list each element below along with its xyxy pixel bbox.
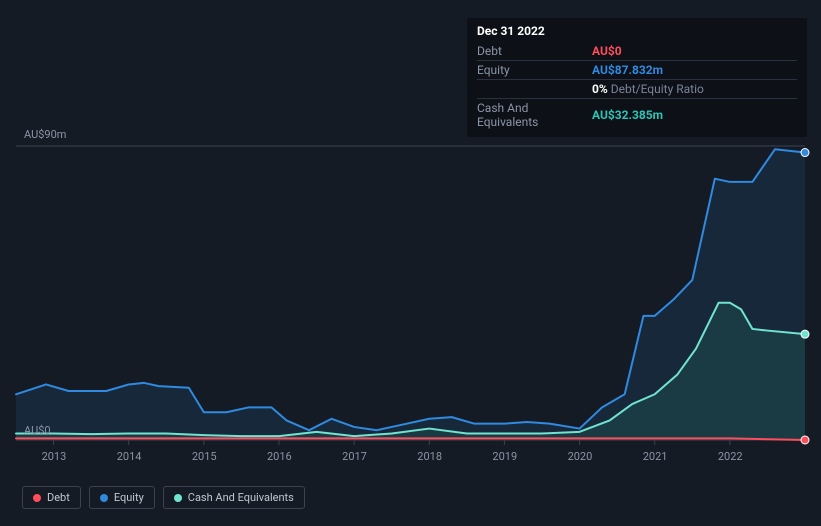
tooltip-row: 0% Debt/Equity Ratio — [477, 80, 797, 99]
legend-item-label: Debt — [47, 491, 70, 504]
legend-item-label: Equity — [114, 491, 144, 504]
legend-dot-icon — [33, 494, 41, 502]
x-axis-year-label: 2018 — [417, 450, 442, 463]
x-axis-year-label: 2013 — [42, 450, 67, 463]
chart-tooltip: Dec 31 2022 DebtAU$0EquityAU$87.832m0% D… — [467, 18, 807, 137]
legend-item-debt[interactable]: Debt — [22, 486, 81, 509]
tooltip-row-value: 0% Debt/Equity Ratio — [592, 80, 797, 99]
chart-legend: Debt Equity Cash And Equivalents — [22, 486, 305, 509]
x-axis-year-label: 2020 — [568, 450, 593, 463]
x-axis-year-label: 2017 — [342, 450, 367, 463]
tooltip-row-value: AU$87.832m — [592, 61, 797, 80]
tooltip-row: DebtAU$0 — [477, 42, 797, 61]
x-axis-year-label: 2021 — [643, 450, 668, 463]
legend-dot-icon — [100, 494, 108, 502]
x-axis-year-label: 2014 — [117, 450, 142, 463]
x-axis-year-label: 2022 — [718, 450, 743, 463]
tooltip-row-label: Cash And Equivalents — [477, 99, 592, 132]
tooltip-date: Dec 31 2022 — [477, 24, 797, 38]
tooltip-row-value: AU$32.385m — [592, 99, 797, 132]
y-axis-top-label: AU$90m — [24, 128, 66, 141]
x-axis-year-label: 2019 — [492, 450, 517, 463]
tooltip-row-value: AU$0 — [592, 42, 797, 61]
tooltip-row: EquityAU$87.832m — [477, 61, 797, 80]
tooltip-row-label — [477, 80, 592, 99]
x-axis-year-label: 2015 — [192, 450, 217, 463]
tooltip-row-label: Equity — [477, 61, 592, 80]
legend-item-cash-and-equivalents[interactable]: Cash And Equivalents — [163, 486, 305, 509]
tooltip-row-label: Debt — [477, 42, 592, 61]
y-axis-bottom-label: AU$0 — [24, 424, 51, 437]
tooltip-row: Cash And EquivalentsAU$32.385m — [477, 99, 797, 132]
x-axis-year-label: 2016 — [267, 450, 292, 463]
legend-item-label: Cash And Equivalents — [188, 491, 294, 504]
legend-dot-icon — [174, 494, 182, 502]
legend-item-equity[interactable]: Equity — [89, 486, 155, 509]
chart-stage: { "tooltip": { "date": "Dec 31 2022", "r… — [0, 0, 821, 526]
tooltip-table: DebtAU$0EquityAU$87.832m0% Debt/Equity R… — [477, 42, 797, 131]
